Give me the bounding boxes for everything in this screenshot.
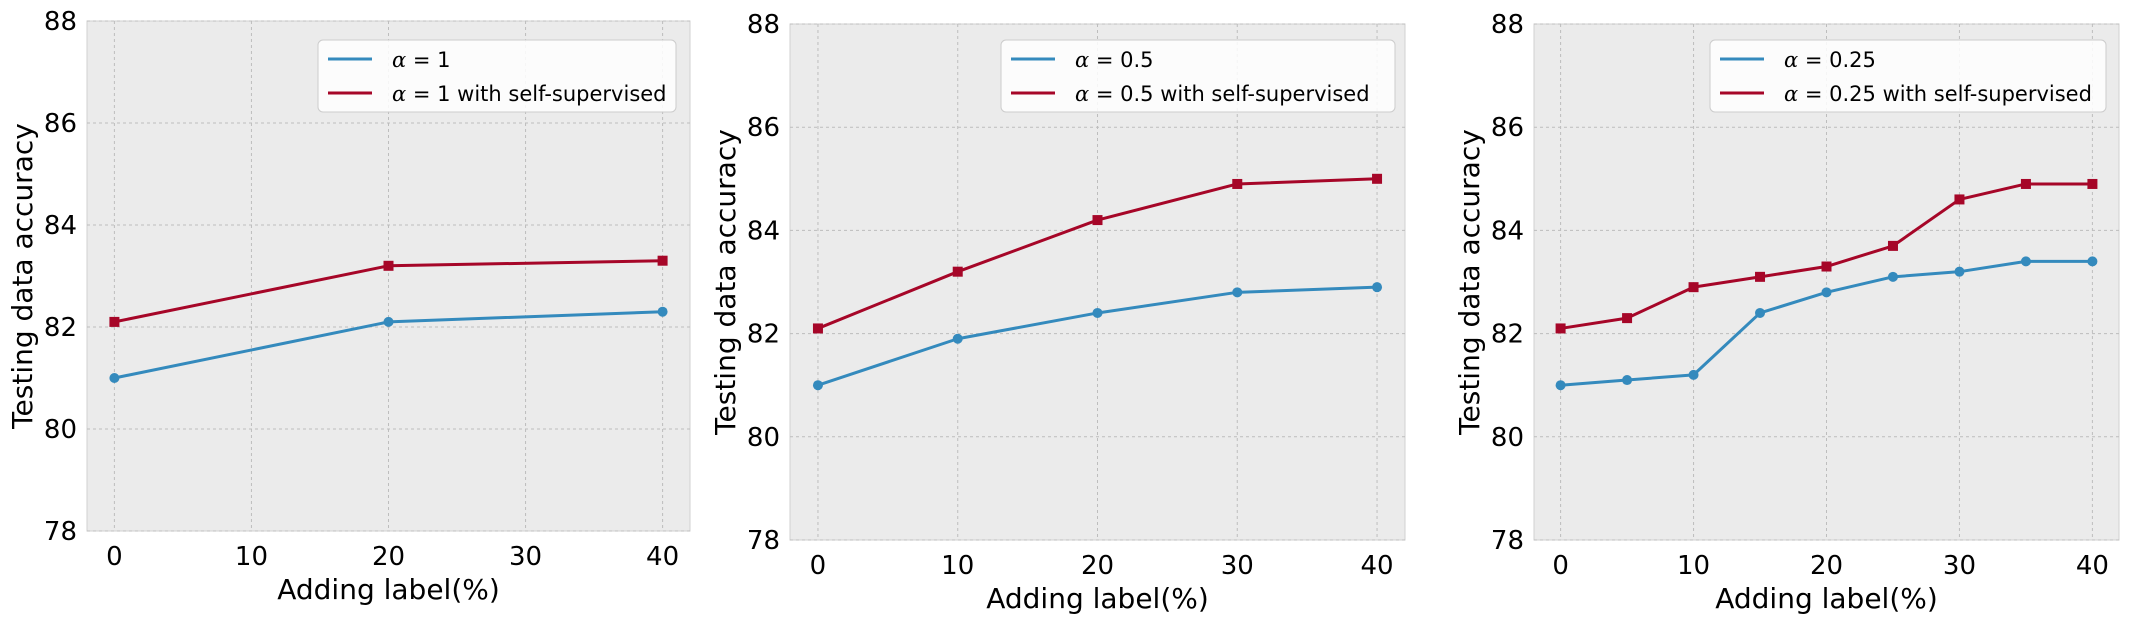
data-point xyxy=(1954,194,1965,205)
chart-panel-1: 0 10 20 30 40 78 80 82 84 86 88 Adding label(%) Test… xyxy=(6,7,691,606)
data-point xyxy=(1555,323,1566,334)
y-axis-label: Testing data accuracy xyxy=(1453,129,1486,436)
data-point xyxy=(1092,307,1103,318)
data-point xyxy=(1821,261,1832,272)
y-tick-label: 86 xyxy=(747,113,780,143)
data-point xyxy=(2020,256,2031,267)
y-tick-label: 88 xyxy=(44,7,77,37)
series-self-supervised xyxy=(109,255,668,327)
data-point xyxy=(109,316,120,327)
y-tick-label: 84 xyxy=(747,216,780,246)
data-point xyxy=(1755,271,1766,282)
chart-panel-2: 0 10 20 30 40 78 80 82 84 86 88 Adding label(%) Test… xyxy=(709,10,1406,615)
legend-entry: α = 0.5 with self-supervised xyxy=(1075,82,1370,106)
data-point xyxy=(812,323,823,334)
y-tick-label: 78 xyxy=(1491,526,1524,556)
series-plain xyxy=(109,306,668,383)
legend-entry: α = 0.25 xyxy=(1784,48,1876,72)
series-self-supervised xyxy=(812,173,1383,334)
data-point xyxy=(1622,375,1633,386)
x-tick-label: 0 xyxy=(1552,551,1569,581)
data-point xyxy=(383,260,394,271)
x-tick-label: 20 xyxy=(1081,551,1114,581)
legend-box xyxy=(317,39,677,113)
data-point xyxy=(812,380,823,391)
x-tick-label: 0 xyxy=(810,551,827,581)
x-tick-label: 10 xyxy=(1677,551,1710,581)
y-axis-label: Testing data accuracy xyxy=(709,129,742,436)
legend: α = 0.5 α = 0.5 with self-supervised xyxy=(1000,39,1396,113)
legend-box xyxy=(1709,39,2107,113)
legend: α = 1 α = 1 with self-supervised xyxy=(317,39,677,113)
data-point xyxy=(1887,240,1898,251)
legend-entry: α = 0.25 with self-supervised xyxy=(1784,82,2092,106)
x-tick-label: 30 xyxy=(509,542,542,572)
y-tick-label: 84 xyxy=(1491,216,1524,246)
y-tick-label: 78 xyxy=(44,517,77,547)
data-point xyxy=(1372,282,1383,293)
y-tick-label: 86 xyxy=(44,109,77,139)
data-point xyxy=(2087,178,2098,189)
series-plain xyxy=(1555,256,2098,391)
y-tick-label: 80 xyxy=(1491,423,1524,453)
x-tick-label: 30 xyxy=(1943,551,1976,581)
x-axis-label: Adding label(%) xyxy=(277,573,500,606)
legend-box xyxy=(1000,39,1396,113)
x-axis-label: Adding label(%) xyxy=(1715,582,1938,615)
data-point xyxy=(1372,173,1383,184)
data-point xyxy=(952,266,963,277)
y-tick-label: 84 xyxy=(44,211,77,241)
y-axis-label: Testing data accuracy xyxy=(6,123,39,430)
y-tick-label: 82 xyxy=(747,320,780,350)
data-point xyxy=(657,306,668,317)
y-tick-label: 80 xyxy=(44,415,77,445)
data-point xyxy=(2020,178,2031,189)
series-plain xyxy=(812,282,1383,391)
data-point xyxy=(1622,313,1633,324)
x-tick-label: 10 xyxy=(941,551,974,581)
x-tick-label: 0 xyxy=(106,542,123,572)
x-tick-label: 40 xyxy=(1360,551,1393,581)
x-tick-label: 40 xyxy=(2076,551,2109,581)
data-point xyxy=(109,373,120,383)
data-point xyxy=(1954,266,1965,277)
y-tick-label: 86 xyxy=(1491,113,1524,143)
x-tick-label: 20 xyxy=(1810,551,1843,581)
x-tick-label: 30 xyxy=(1221,551,1254,581)
x-tick-label: 20 xyxy=(372,542,405,572)
legend-entry: α = 0.5 xyxy=(1075,48,1154,72)
data-point xyxy=(1555,380,1566,391)
x-axis-label: Adding label(%) xyxy=(986,582,1209,615)
data-point xyxy=(1821,287,1832,298)
chart-panel-3: 0 10 20 30 40 78 80 82 84 86 88 Adding label(%) Test… xyxy=(1453,10,2120,615)
y-tick-label: 82 xyxy=(1491,320,1524,350)
data-point xyxy=(1688,369,1699,380)
legend-entry: α = 1 xyxy=(392,48,451,72)
series-self-supervised xyxy=(1555,178,2098,334)
data-point xyxy=(1092,215,1103,226)
data-point xyxy=(1887,271,1898,282)
y-tick-label: 78 xyxy=(747,526,780,556)
legend: α = 0.25 α = 0.25 with self-supervised xyxy=(1709,39,2107,113)
data-point xyxy=(657,255,668,266)
data-point xyxy=(1232,178,1243,189)
data-point xyxy=(1232,287,1243,298)
y-tick-label: 80 xyxy=(747,423,780,453)
y-tick-label: 82 xyxy=(44,313,77,343)
x-tick-label: 10 xyxy=(235,542,268,572)
y-tick-label: 88 xyxy=(747,10,780,40)
data-point xyxy=(1755,307,1766,318)
y-tick-label: 88 xyxy=(1491,10,1524,40)
x-tick-label: 40 xyxy=(646,542,679,572)
data-point xyxy=(2087,256,2098,267)
data-point xyxy=(383,316,394,327)
legend-entry: α = 1 with self-supervised xyxy=(392,82,667,106)
data-point xyxy=(952,333,963,344)
data-point xyxy=(1688,282,1699,293)
